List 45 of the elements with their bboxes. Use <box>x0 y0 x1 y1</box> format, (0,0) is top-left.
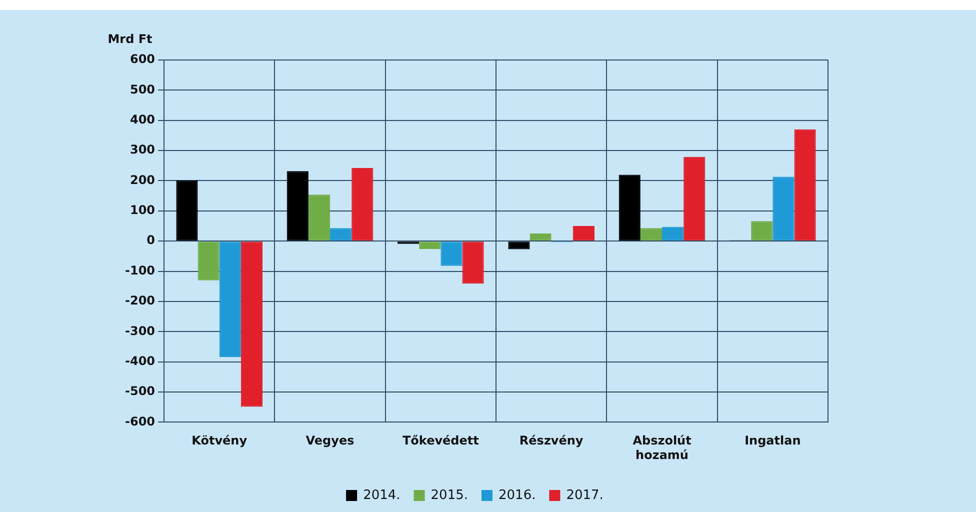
y-tick-label: -600 <box>125 414 156 428</box>
bar <box>462 242 484 284</box>
y-tick-label: 300 <box>130 142 156 157</box>
y-tick-label: 100 <box>130 203 156 218</box>
bar <box>640 228 662 241</box>
x-tick-label: Tőkevédett <box>402 434 480 448</box>
bar <box>794 129 816 241</box>
bar <box>572 226 595 241</box>
bar <box>308 194 330 241</box>
bar <box>198 242 220 280</box>
x-tick-label: Abszolút hozamú <box>632 434 692 462</box>
bar <box>772 176 794 241</box>
y-tick-label: 500 <box>130 82 156 96</box>
bar <box>751 221 773 241</box>
x-tick-label: Kötvény <box>192 434 248 448</box>
y-tick-label: -200 <box>125 294 156 308</box>
y-tick-label: 200 <box>130 172 156 187</box>
bar <box>240 242 263 407</box>
bar <box>684 156 706 241</box>
bar <box>330 228 352 241</box>
bar <box>419 242 441 249</box>
y-tick-label: 600 <box>130 52 156 66</box>
y-tick-label: -500 <box>125 384 156 398</box>
bar <box>662 226 684 241</box>
y-tick-label: 400 <box>130 112 156 126</box>
x-tick-label: Vegyes <box>306 434 354 448</box>
x-tick-label: Ingatlan <box>744 434 801 448</box>
legend-label: 2017. <box>566 488 604 503</box>
bar <box>508 242 530 250</box>
bar <box>440 242 462 266</box>
y-tick-label: -300 <box>125 324 156 338</box>
legend-label: 2016. <box>498 488 536 503</box>
bar <box>286 171 308 241</box>
y-tick-label: -100 <box>125 263 156 278</box>
bar <box>176 180 198 241</box>
x-tick-label: Részvény <box>519 434 584 448</box>
legend-label: 2015. <box>430 488 468 503</box>
bar <box>219 242 241 358</box>
bar <box>618 174 640 241</box>
y-tick-label: -400 <box>125 354 156 368</box>
bar <box>352 168 374 241</box>
bar <box>530 234 552 241</box>
y-tick-label: 0 <box>146 233 156 248</box>
y-axis-title: Mrd Ft <box>108 32 153 46</box>
legend-label: 2014. <box>363 488 400 503</box>
